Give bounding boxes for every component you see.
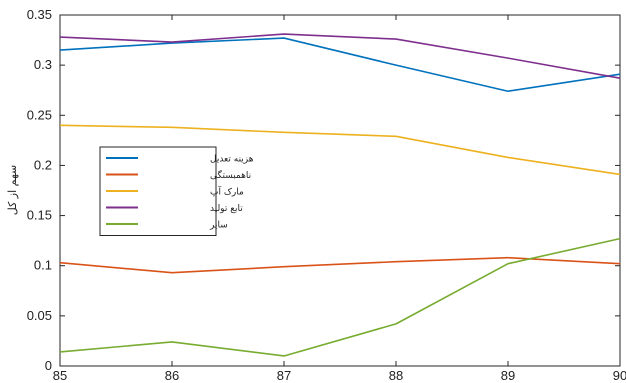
x-tick-label: 85 — [53, 368, 67, 383]
x-tick-label: 90 — [613, 368, 626, 383]
y-axis-label: سهم از کل — [6, 165, 19, 216]
series-line-5 — [59, 237, 621, 357]
y-tick-label: 0.35 — [27, 7, 52, 22]
ticks: 85 86 87 88 89 90 0 0.05 0.1 0.15 0.2 0.25 0.3 0.35 — [27, 7, 626, 383]
legend-label-1: هزینه تعدیل — [210, 155, 254, 165]
legend-label-4: تابع تولید — [210, 204, 243, 214]
series-line-2 — [59, 256, 621, 274]
x-tick-label: 88 — [389, 368, 403, 383]
y-tick-label: 0.25 — [27, 107, 52, 122]
y-tick-label: 0.15 — [27, 208, 52, 223]
legend-label-2: ناهمبستگی — [210, 169, 251, 181]
y-tick-label: 0.1 — [34, 258, 52, 273]
y-tick-label: 0 — [45, 358, 52, 373]
series-lines — [59, 33, 621, 357]
y-tick-label: 0.2 — [34, 157, 52, 172]
legend-label-3: مارک آپ — [210, 186, 244, 198]
x-tick-label: 89 — [501, 368, 515, 383]
legend: هزینه تعدیل ناهمبستگی مارک آپ تابع تولید سای… — [99, 146, 254, 236]
legend-label-5: سایر — [209, 221, 228, 231]
y-tick-label: 0.3 — [34, 57, 52, 72]
x-tick-label: 87 — [277, 368, 291, 383]
series-line-1 — [59, 37, 621, 93]
series-line-3 — [59, 124, 621, 176]
y-tick-label: 0.05 — [27, 308, 52, 323]
x-tick-label: 86 — [165, 368, 179, 383]
series-line-4 — [59, 33, 621, 79]
